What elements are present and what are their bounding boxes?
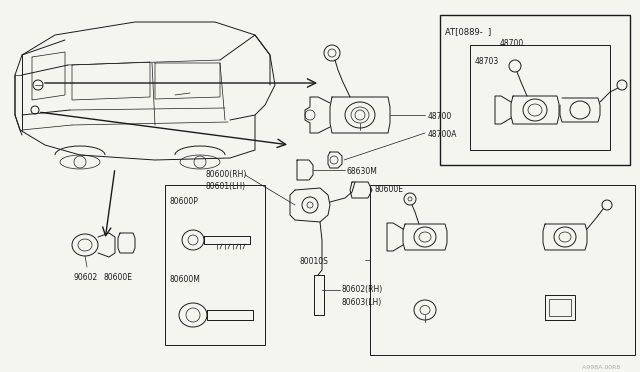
Text: 48700: 48700 <box>500 39 524 48</box>
Text: 48700: 48700 <box>428 112 452 121</box>
Bar <box>314 275 324 315</box>
Bar <box>440 15 630 165</box>
Bar <box>370 185 635 355</box>
Text: 48703: 48703 <box>475 57 499 66</box>
Text: 68630M: 68630M <box>347 167 378 176</box>
Bar <box>545 295 575 320</box>
Text: 80600(RH): 80600(RH) <box>205 170 246 179</box>
Bar <box>549 299 571 316</box>
Text: 80601(LH): 80601(LH) <box>205 182 245 191</box>
Bar <box>470 45 610 150</box>
Text: 80600M: 80600M <box>170 275 201 284</box>
Text: 80010S: 80010S <box>300 257 329 266</box>
Text: 80600P: 80600P <box>170 197 199 206</box>
Text: 80600E: 80600E <box>103 273 132 282</box>
Text: 80603(LH): 80603(LH) <box>342 298 382 307</box>
Text: A998A 00R8: A998A 00R8 <box>582 365 620 370</box>
Text: 90602: 90602 <box>73 273 97 282</box>
Text: 48700A: 48700A <box>428 130 458 139</box>
Text: 80600E: 80600E <box>375 185 404 194</box>
Text: AT[0889-  ]: AT[0889- ] <box>445 27 492 36</box>
Bar <box>165 185 265 345</box>
Text: 80602(RH): 80602(RH) <box>342 285 383 294</box>
